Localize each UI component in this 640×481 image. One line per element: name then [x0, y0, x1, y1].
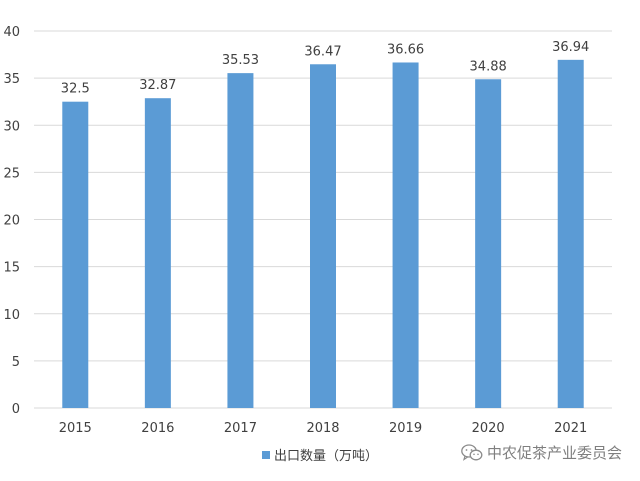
y-axis-tick-labels: 0 5 10 15 20 25 30 35 40	[3, 25, 20, 417]
y-tick-label: 40	[3, 25, 20, 40]
data-label: 34.88	[470, 59, 507, 74]
data-label: 36.94	[552, 40, 589, 55]
y-tick-label: 15	[3, 261, 20, 276]
x-tick-label: 2016	[141, 421, 174, 436]
x-axis-tick-labels: 2015 2016 2017 2018 2019 2020 2021	[59, 421, 588, 436]
data-label: 36.66	[387, 42, 424, 57]
legend: 出口数量（万吨）	[262, 449, 378, 464]
bar-2021	[557, 59, 584, 408]
y-tick-label: 30	[3, 119, 20, 134]
y-tick-label: 0	[12, 402, 20, 417]
y-tick-label: 35	[3, 72, 20, 87]
wechat-icon	[461, 443, 483, 461]
y-tick-label: 5	[12, 355, 20, 370]
legend-swatch	[262, 451, 270, 459]
legend-label: 出口数量（万吨）	[274, 449, 378, 464]
bar-2017	[227, 73, 254, 408]
bar-2019	[392, 62, 419, 409]
bars	[62, 59, 584, 409]
bar-2018	[310, 64, 336, 408]
y-tick-label: 20	[3, 214, 20, 229]
x-tick-label: 2020	[472, 421, 505, 436]
data-label: 36.47	[304, 44, 341, 59]
y-tick-label: 25	[3, 166, 20, 181]
x-tick-label: 2017	[224, 421, 257, 436]
data-label: 35.53	[222, 53, 259, 68]
watermark: 中农促茶产业委员会	[461, 442, 622, 463]
y-tick-label: 10	[3, 308, 20, 323]
bar-2020	[475, 79, 502, 409]
data-labels: 32.5 32.87 35.53 36.47 36.66 34.88 36.94	[61, 40, 590, 97]
data-label: 32.5	[61, 82, 90, 97]
x-tick-label: 2021	[554, 421, 587, 436]
data-label: 32.87	[139, 78, 176, 93]
bar-2016	[144, 98, 171, 408]
watermark-text: 中农促茶产业委员会	[486, 444, 622, 462]
x-tick-label: 2019	[389, 421, 422, 436]
x-tick-label: 2018	[306, 421, 339, 436]
bar-2015	[62, 101, 89, 408]
x-tick-label: 2015	[59, 421, 92, 436]
